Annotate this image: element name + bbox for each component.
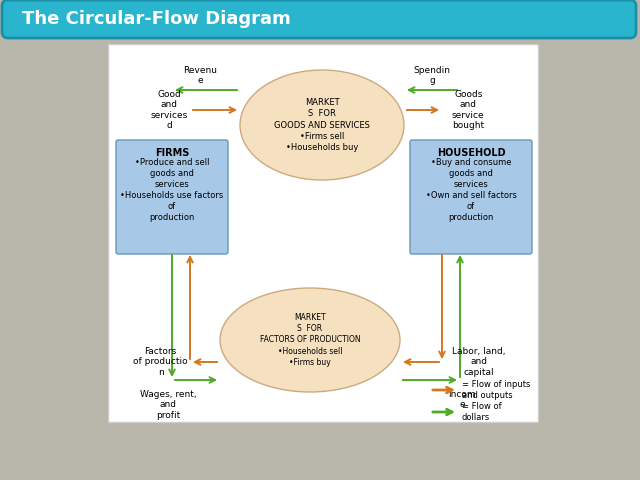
Text: MARKET
S  FOR
GOODS AND SERVICES
•Firms sell
•Households buy: MARKET S FOR GOODS AND SERVICES •Firms s… <box>274 98 370 152</box>
Text: Spendin
g: Spendin g <box>413 66 451 85</box>
Text: = Flow of inputs
and outputs: = Flow of inputs and outputs <box>462 380 531 400</box>
Ellipse shape <box>240 70 404 180</box>
Text: = Flow of
dollars: = Flow of dollars <box>462 402 502 422</box>
Text: Revenu
e: Revenu e <box>183 66 217 85</box>
Text: Factors
of productio
n: Factors of productio n <box>133 347 188 377</box>
FancyBboxPatch shape <box>410 140 532 254</box>
Text: FIRMS: FIRMS <box>155 148 189 158</box>
Text: Incom
e: Incom e <box>448 390 476 409</box>
Text: MARKET
S  FOR
FACTORS OF PRODUCTION
•Households sell
•Firms buy: MARKET S FOR FACTORS OF PRODUCTION •Hous… <box>260 313 360 367</box>
FancyBboxPatch shape <box>2 0 636 38</box>
Text: •Produce and sell
goods and
services
•Households use factors
of
production: •Produce and sell goods and services •Ho… <box>120 158 223 223</box>
Text: HOUSEHOLD: HOUSEHOLD <box>436 148 506 158</box>
Text: •Buy and consume
goods and
services
•Own and sell factors
of
production: •Buy and consume goods and services •Own… <box>426 158 516 223</box>
Text: The Circular-Flow Diagram: The Circular-Flow Diagram <box>22 10 291 28</box>
Ellipse shape <box>220 288 400 392</box>
Text: Goods
and
service
bought: Goods and service bought <box>452 90 484 130</box>
FancyBboxPatch shape <box>108 44 538 422</box>
Text: Labor, land,
and
capital: Labor, land, and capital <box>452 347 506 377</box>
Text: Good
and
services
d: Good and services d <box>151 90 188 130</box>
Text: Wages, rent,
and
profit: Wages, rent, and profit <box>140 390 196 420</box>
FancyBboxPatch shape <box>116 140 228 254</box>
